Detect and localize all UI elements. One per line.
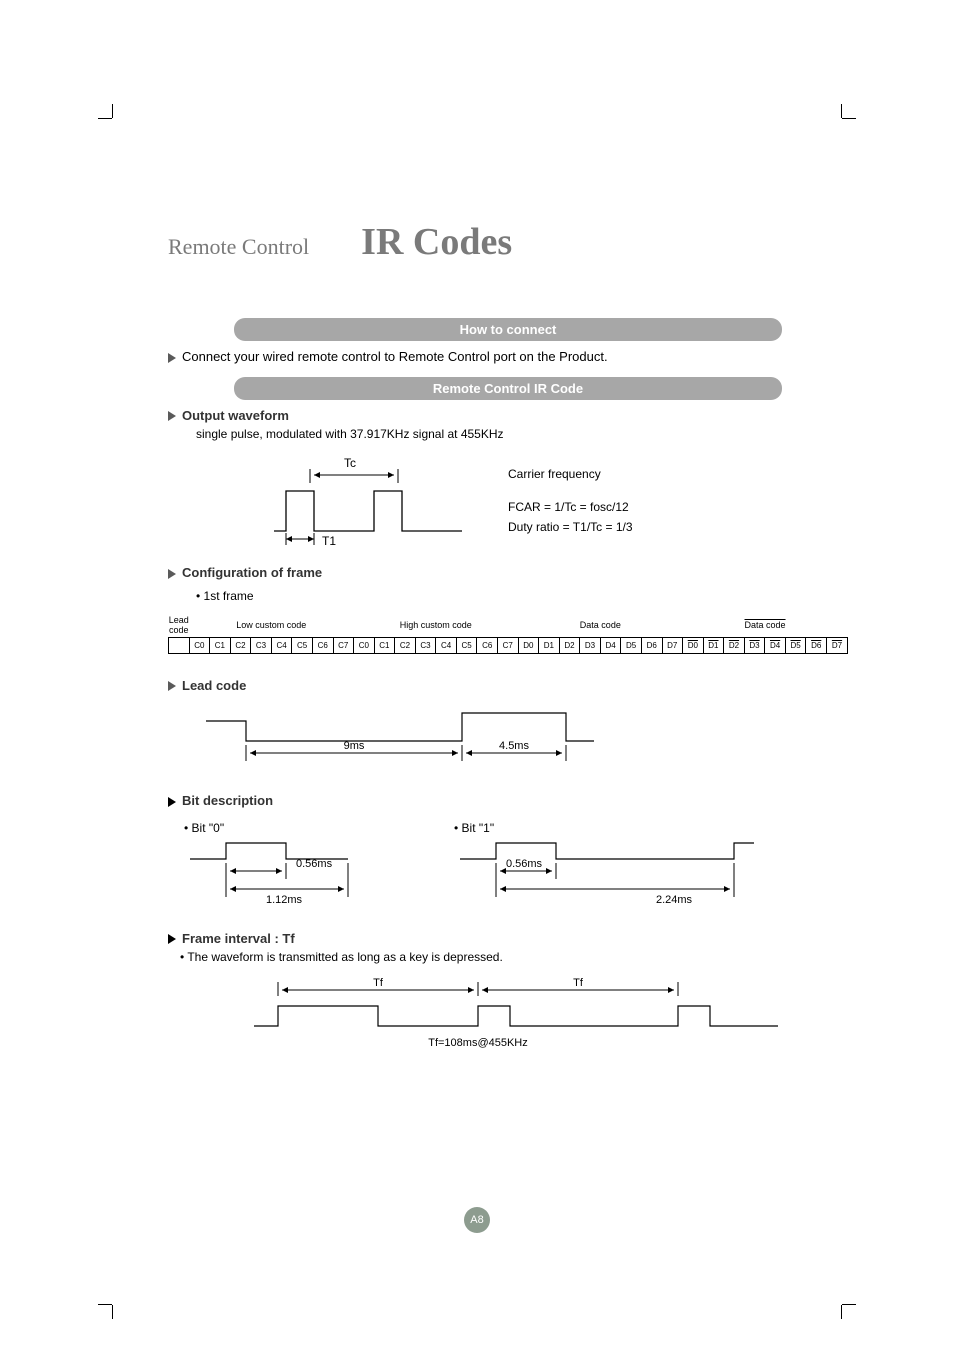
crop-mark [842, 118, 856, 119]
carrier-line1: FCAR = 1/Tc = fosc/12 [508, 498, 633, 517]
config-sub: • 1st frame [196, 587, 848, 605]
bit1-high: 0.56ms [506, 858, 543, 870]
waveform-row: Tc T1 Carrier frequency FCAR = 1/Tc = fo… [258, 453, 848, 549]
bit-heading-row: Bit description [168, 791, 848, 811]
content-area: Remote Control IR Codes How to connect C… [168, 220, 848, 1060]
frame-table: Lead codeLow custom codeHigh custom code… [168, 615, 848, 654]
bit1-block: • Bit "1" 0.56ms 2.24ms [454, 821, 764, 909]
lead-t2: 4.5ms [499, 740, 529, 752]
tf-footer: Tf=108ms@455KHz [428, 1037, 528, 1049]
tc-label: Tc [344, 456, 356, 470]
connect-text: Connect your wired remote control to Rem… [168, 347, 848, 367]
bit0-period: 1.12ms [266, 894, 303, 906]
tf-label-2: Tf [573, 977, 584, 989]
bullet-icon [168, 681, 176, 691]
lead-heading-row: Lead code [168, 676, 848, 696]
crop-mark [98, 118, 112, 119]
title-row: Remote Control IR Codes [168, 220, 848, 264]
bullet-icon [168, 797, 176, 807]
bit0-block: • Bit "0" 0.56ms 1.12ms [184, 821, 414, 909]
output-waveform-desc: single pulse, modulated with 37.917KHz s… [196, 425, 848, 443]
title-main: IR Codes [361, 220, 512, 264]
config-heading-row: Configuration of frame • 1st frame [168, 563, 848, 605]
output-waveform-heading: Output waveform [168, 406, 848, 426]
lead-t1: 9ms [344, 740, 365, 752]
bit0-high: 0.56ms [296, 858, 333, 870]
carrier-title: Carrier frequency [508, 465, 633, 484]
output-waveform-block: Output waveform single pulse, modulated … [168, 406, 848, 444]
bit1-svg: 0.56ms 2.24ms [454, 837, 764, 909]
crop-mark [841, 104, 842, 118]
crop-mark [112, 1305, 113, 1319]
lead-code-svg: 9ms 4.5ms [198, 705, 658, 773]
crop-mark [841, 1305, 842, 1319]
page-number-badge: A8 [464, 1207, 490, 1233]
title-section: Remote Control [168, 234, 309, 260]
crop-mark [98, 1304, 112, 1305]
frameint-heading-row: Frame interval : Tf • The waveform is tr… [168, 929, 848, 967]
crop-mark [842, 1304, 856, 1305]
bullet-icon [168, 411, 176, 421]
bullet-icon [168, 569, 176, 579]
section-heading-ircode: Remote Control IR Code [234, 377, 782, 400]
page: Remote Control IR Codes How to connect C… [0, 0, 954, 1351]
carrier-line2: Duty ratio = T1/Tc = 1/3 [508, 518, 633, 537]
waveform-svg: Tc T1 [258, 453, 468, 549]
t1-label: T1 [322, 534, 336, 548]
crop-mark [112, 104, 113, 118]
section-heading-connect: How to connect [234, 318, 782, 341]
bullet-icon [168, 934, 176, 944]
frameint-desc: The waveform is transmitted as long as a… [187, 950, 502, 964]
bullet-icon [168, 353, 176, 363]
tf-label-1: Tf [373, 977, 384, 989]
bit-row: • Bit "0" 0.56ms 1.12ms • Bit "1" [184, 821, 848, 909]
frameint-svg: Tf Tf Tf=108ms@455KHz [248, 976, 788, 1060]
bit1-period: 2.24ms [656, 894, 693, 906]
bit0-svg: 0.56ms 1.12ms [184, 837, 414, 909]
carrier-info: Carrier frequency FCAR = 1/Tc = fosc/12 … [508, 465, 633, 537]
